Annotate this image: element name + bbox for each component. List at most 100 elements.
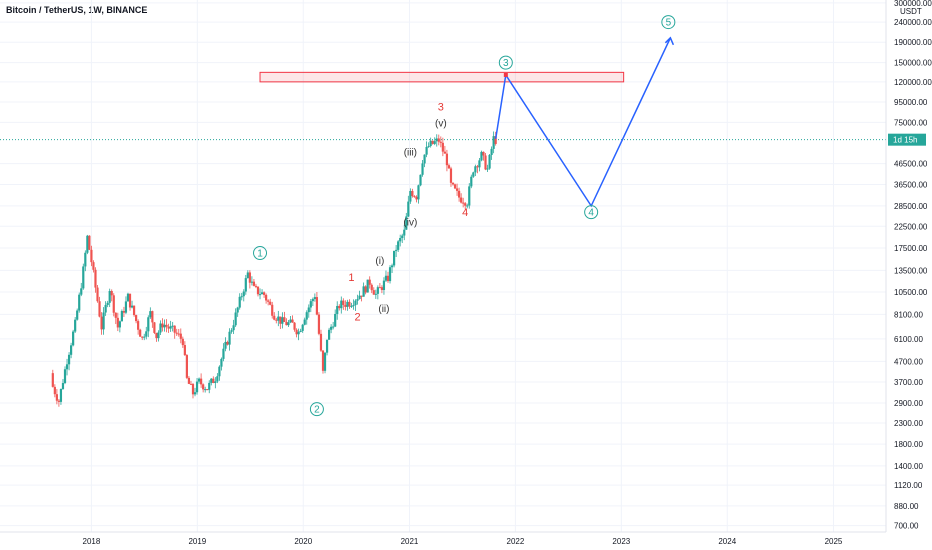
candle-body xyxy=(256,286,260,295)
wave-circle-label: 1 xyxy=(257,249,263,260)
price-tick-label: 8100.00 xyxy=(894,310,923,319)
candle-body xyxy=(200,378,203,385)
candle-body xyxy=(61,383,65,389)
candle-body xyxy=(63,369,67,384)
candle-body xyxy=(183,345,186,356)
price-tick-label: 4700.00 xyxy=(894,357,923,366)
price-tick-label: 1120.00 xyxy=(894,481,923,490)
candle-body xyxy=(218,366,221,377)
candle-body xyxy=(169,326,172,329)
candle-body xyxy=(78,294,81,311)
candle-body xyxy=(484,155,487,170)
candle-body xyxy=(126,293,130,302)
candle-body xyxy=(311,299,314,302)
candle-body xyxy=(338,305,341,309)
candle-body xyxy=(100,316,103,330)
candle-body xyxy=(492,136,495,149)
wave-roman-label: (v) xyxy=(435,119,447,130)
candle-body xyxy=(478,160,481,168)
price-tick-label: 13500.00 xyxy=(894,266,928,275)
candle-body xyxy=(419,174,422,186)
candle-body xyxy=(411,190,414,197)
wave-circle-marker xyxy=(253,246,268,261)
wave-circle-marker xyxy=(498,55,513,70)
candle-body xyxy=(433,141,436,144)
candle-body xyxy=(212,378,215,383)
candle-body xyxy=(307,307,310,313)
wave-roman-label: (ii) xyxy=(378,304,389,315)
candle-body xyxy=(267,300,270,302)
candle-body xyxy=(378,287,381,289)
candle-body xyxy=(248,272,251,283)
candle-body xyxy=(439,141,442,143)
candle-body xyxy=(336,305,339,314)
candle-body xyxy=(323,352,327,371)
wave-circle-label: 2 xyxy=(314,405,320,416)
candle-body xyxy=(149,311,152,318)
projection-arrowhead xyxy=(664,36,675,46)
candle-body xyxy=(70,345,73,355)
candle-body xyxy=(380,287,384,291)
candle-body xyxy=(279,316,282,324)
candle-body xyxy=(295,329,298,335)
price-tick-label: 95000.00 xyxy=(894,98,928,107)
candle-body xyxy=(374,293,377,295)
candle-body xyxy=(390,265,394,268)
price-tick-label: 300000.00 xyxy=(894,0,932,8)
candle-body xyxy=(376,287,379,294)
candle-body xyxy=(409,190,412,202)
candle-body xyxy=(240,296,243,298)
candle-body xyxy=(230,330,233,332)
candle-body xyxy=(303,319,306,325)
candle-body xyxy=(327,329,331,340)
candle-body xyxy=(360,295,363,297)
candle-body xyxy=(423,154,426,164)
candle-body xyxy=(293,322,296,330)
candle-body xyxy=(246,272,249,279)
candle-body xyxy=(143,336,146,338)
candle-body xyxy=(118,321,121,328)
resistance-zone-layer xyxy=(259,71,625,83)
candle-body xyxy=(435,138,438,142)
candle-body xyxy=(179,333,182,339)
candle-body xyxy=(370,284,373,291)
candle-body xyxy=(299,330,302,332)
candle-body xyxy=(443,151,446,154)
wave-circle-marker xyxy=(661,15,676,30)
current-price-badge xyxy=(888,133,926,146)
price-axis[interactable]: 300000.00 240000.00 190000.00 150000.00 1200… xyxy=(888,0,932,531)
time-tick-label: 2024 xyxy=(718,537,736,546)
wave-circle-label: 3 xyxy=(503,58,509,69)
projection-layer xyxy=(494,36,675,208)
candle-body xyxy=(116,317,119,328)
candle-body xyxy=(405,216,408,230)
wave-circle-label: 4 xyxy=(588,208,594,219)
candles-layer xyxy=(51,131,497,407)
candle-body xyxy=(108,290,111,303)
candle-body xyxy=(482,151,485,156)
candle-body xyxy=(429,140,432,147)
candle-body xyxy=(204,389,207,391)
candle-body xyxy=(191,384,195,395)
time-tick-label: 2019 xyxy=(188,537,206,546)
candle-body xyxy=(238,296,241,308)
candle-body xyxy=(352,305,355,307)
candle-body xyxy=(415,196,418,200)
candle-body xyxy=(122,311,126,313)
candle-body xyxy=(220,358,223,367)
candle-body xyxy=(350,305,353,307)
elliott-projection-line[interactable] xyxy=(494,37,672,208)
resistance-zone-box[interactable] xyxy=(259,71,625,83)
candle-body xyxy=(250,281,253,283)
wave-roman-label: (iii) xyxy=(404,147,417,158)
candle-body xyxy=(177,333,180,335)
candle-body xyxy=(281,317,284,324)
candle-body xyxy=(445,153,449,166)
candle-body xyxy=(425,146,428,155)
candle-body xyxy=(447,165,451,169)
candle-body xyxy=(289,319,292,323)
candle-body xyxy=(137,321,140,330)
candle-body xyxy=(258,294,262,296)
time-axis[interactable]: 2018 2019 2020 2021 2022 2023 2024 2025 xyxy=(83,537,843,546)
